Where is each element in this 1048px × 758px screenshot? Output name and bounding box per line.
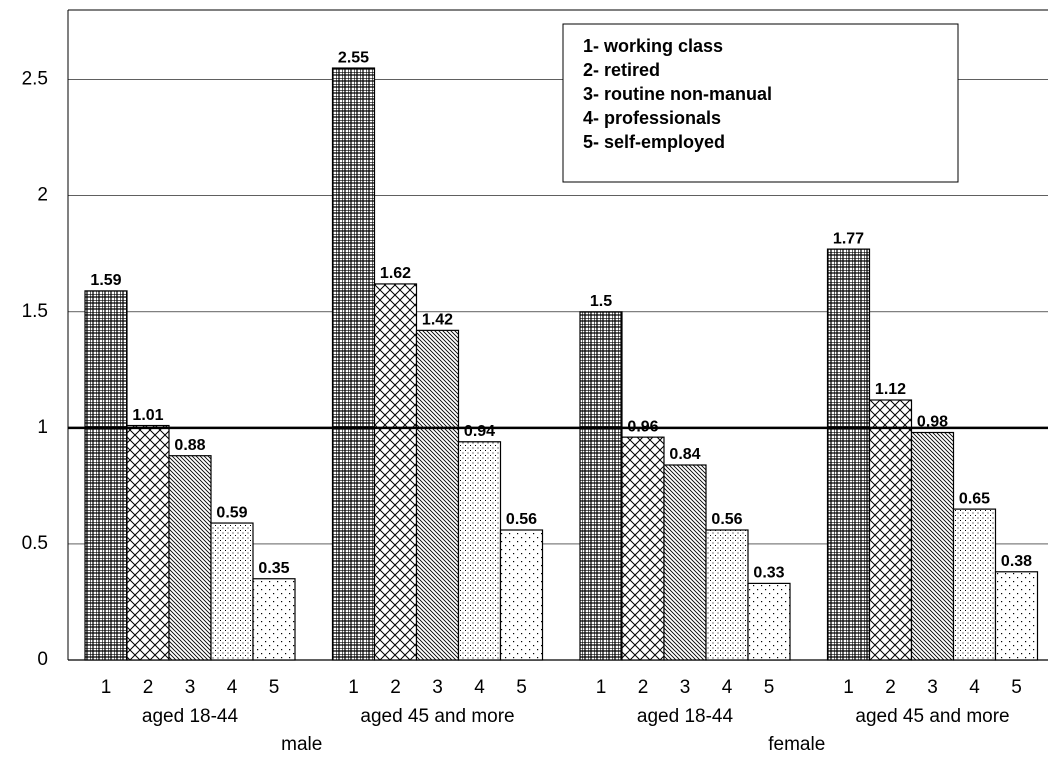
legend-entry: 2- retired <box>583 60 660 80</box>
y-tick-label: 0.5 <box>22 533 48 554</box>
value-label: 1.5 <box>590 293 612 310</box>
x-tick-label: 2 <box>143 677 154 698</box>
x-tick-label: 5 <box>516 677 527 698</box>
sex-label: female <box>768 734 825 755</box>
legend: 1- working class 2- retired 3- routine non… <box>562 23 959 183</box>
bar <box>499 529 544 661</box>
value-label: 0.35 <box>258 560 289 577</box>
y-tick-label: 2 <box>37 185 48 206</box>
value-label: 0.98 <box>917 414 948 431</box>
value-label: 1.62 <box>380 265 411 282</box>
value-label: 1.12 <box>875 381 906 398</box>
bar <box>663 464 707 661</box>
x-tick-label: 4 <box>474 677 485 698</box>
legend-box <box>562 23 959 183</box>
x-tick-label: 2 <box>390 677 401 698</box>
x-tick-label: 1 <box>101 677 112 698</box>
bar <box>373 283 418 661</box>
value-label: 0.33 <box>753 565 784 582</box>
group-label: aged 18-44 <box>637 706 734 727</box>
x-tick-label: 3 <box>432 677 443 698</box>
x-tick-label: 1 <box>843 677 854 698</box>
value-label: 2.55 <box>338 49 369 66</box>
x-tick-label: 4 <box>227 677 238 698</box>
value-label: 0.56 <box>711 511 742 528</box>
value-label: 0.84 <box>669 446 700 463</box>
group-label: aged 45 and more <box>360 706 514 727</box>
bar <box>126 424 170 661</box>
x-tick-label: 3 <box>680 677 691 698</box>
sex-label: male <box>281 734 322 755</box>
bar <box>952 508 997 661</box>
legend-entry: 3- routine non-manual <box>583 84 772 104</box>
bar <box>826 248 871 661</box>
x-tick-label: 5 <box>269 677 280 698</box>
y-tick-label: 1 <box>37 417 48 438</box>
x-tick-label: 5 <box>1011 677 1022 698</box>
value-label: 0.88 <box>174 437 205 454</box>
bar <box>457 441 502 661</box>
y-tick-label: 0 <box>37 649 48 670</box>
value-label: 0.94 <box>464 423 495 440</box>
x-tick-label: 1 <box>348 677 359 698</box>
x-tick-label: 3 <box>927 677 938 698</box>
bar <box>621 436 665 661</box>
value-label: 0.38 <box>1001 553 1032 570</box>
bar <box>84 290 128 661</box>
y-tick-label: 2.5 <box>22 69 48 90</box>
value-label: 0.96 <box>627 418 658 435</box>
bar <box>210 522 254 661</box>
bar <box>579 311 623 661</box>
value-label: 0.65 <box>959 490 990 507</box>
x-tick-label: 5 <box>764 677 775 698</box>
legend-entry: 5- self-employed <box>583 132 725 152</box>
legend-entry: 1- working class <box>583 36 723 56</box>
bar <box>415 329 460 661</box>
bar <box>331 67 376 661</box>
value-label: 1.59 <box>90 272 121 289</box>
y-tick-label: 1.5 <box>22 301 48 322</box>
bar <box>910 431 955 661</box>
group-label: aged 18-44 <box>142 706 239 727</box>
bar <box>168 455 212 661</box>
x-tick-label: 1 <box>596 677 607 698</box>
bar <box>868 399 913 661</box>
value-label: 1.01 <box>132 407 163 424</box>
x-tick-label: 2 <box>638 677 649 698</box>
value-label: 1.77 <box>833 230 864 247</box>
value-label: 0.56 <box>506 511 537 528</box>
bar <box>705 529 749 661</box>
group-label: aged 45 and more <box>855 706 1009 727</box>
x-tick-label: 3 <box>185 677 196 698</box>
bar <box>994 571 1039 661</box>
value-label: 1.42 <box>422 312 453 329</box>
value-label: 0.59 <box>216 504 247 521</box>
bar <box>252 578 296 661</box>
legend-entry: 4- professionals <box>583 108 721 128</box>
bar <box>747 582 791 661</box>
x-tick-label: 4 <box>722 677 733 698</box>
x-tick-label: 4 <box>969 677 980 698</box>
x-tick-label: 2 <box>885 677 896 698</box>
